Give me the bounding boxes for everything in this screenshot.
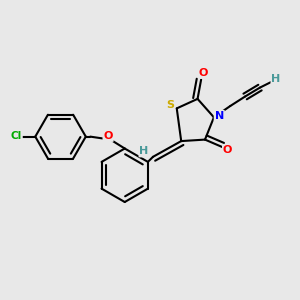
Text: S: S [166, 100, 174, 110]
Text: Cl: Cl [11, 131, 22, 141]
Text: O: O [103, 131, 113, 141]
Text: N: N [214, 111, 224, 121]
Text: H: H [272, 74, 280, 84]
Text: O: O [199, 68, 208, 78]
Text: O: O [223, 145, 232, 155]
Text: H: H [140, 146, 149, 157]
